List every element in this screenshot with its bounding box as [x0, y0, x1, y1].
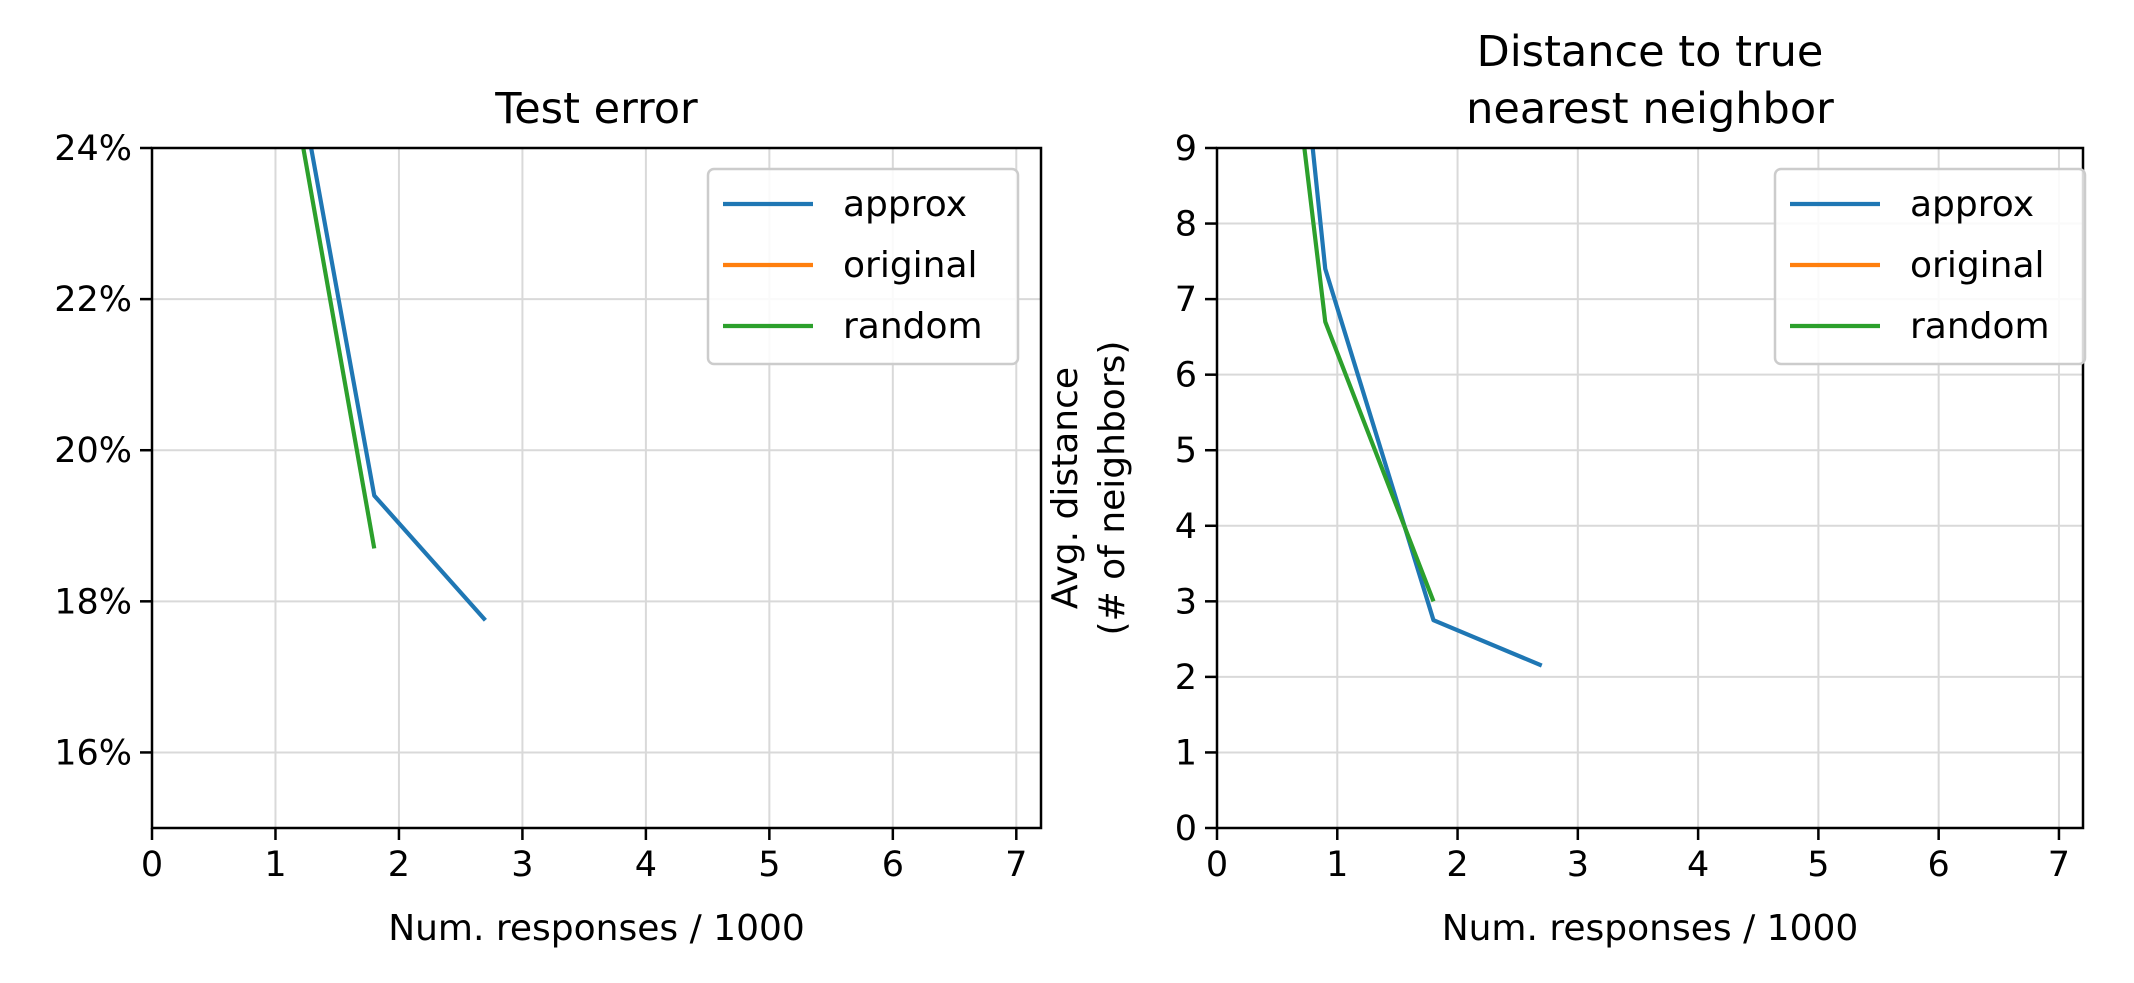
- x-tick-label: 7: [2048, 845, 2070, 885]
- y-tick-label: 0: [1175, 809, 1197, 849]
- y-tick-label: 24%: [54, 129, 132, 169]
- x-tick-label: 6: [882, 845, 904, 885]
- chart-title: Test error: [494, 84, 698, 134]
- chart-title: Distance to true: [1477, 27, 1824, 77]
- legend-box: [1773, 167, 2087, 366]
- legend-label-approx: approx: [1910, 184, 2034, 225]
- legend-label-random: random: [843, 306, 983, 347]
- chart-title: nearest neighbor: [1466, 84, 1834, 134]
- plot-frame: [150, 146, 1043, 830]
- legend-label-original: original: [1910, 245, 2045, 286]
- x-tick-label: 3: [511, 845, 533, 885]
- y-tick-label: 18%: [54, 582, 132, 622]
- x-tick-label: 0: [141, 845, 163, 885]
- legend-label-original: original: [843, 245, 978, 286]
- series-group: [1302, 148, 1543, 668]
- y-tick-label: 6: [1175, 356, 1197, 396]
- y-tick-label: 9: [1175, 129, 1197, 169]
- x-tick-label: 5: [758, 845, 780, 885]
- legend-box: [706, 167, 1020, 366]
- y-axis-label: Avg. distance: [1045, 367, 1086, 609]
- y-tick-label: 1: [1175, 733, 1197, 773]
- y-tick-label: 3: [1175, 582, 1197, 622]
- x-tick-label: 2: [388, 845, 410, 885]
- y-axis-label: (# of neighbors): [1092, 341, 1133, 636]
- x-axis-label: Num. responses / 1000: [388, 908, 805, 949]
- x-tick-label: 0: [1206, 845, 1228, 885]
- series-line-approx: [309, 148, 487, 622]
- x-axis-label: Num. responses / 1000: [1442, 908, 1859, 949]
- x-tick-label: 6: [1928, 845, 1950, 885]
- plot-frame: [1215, 146, 2085, 830]
- x-tick-label: 4: [1687, 845, 1709, 885]
- y-tick-label: 8: [1175, 205, 1197, 245]
- x-tick-label: 3: [1567, 845, 1589, 885]
- y-tick-label: 22%: [54, 280, 132, 320]
- legend-label-random: random: [1910, 306, 2050, 347]
- x-tick-label: 1: [1326, 845, 1348, 885]
- x-tick-label: 1: [264, 845, 286, 885]
- y-tick-label: 5: [1175, 431, 1197, 471]
- x-tick-label: 4: [635, 845, 657, 885]
- chart-distance-to-nearest-neighbor: 0 1 2 3 4 5 6 7 0 1 2 3 4 5 6 7 8 9 Distance to true neares…: [1045, 27, 2087, 949]
- series-line-random: [301, 148, 377, 549]
- chart-test-error: 0 1 2 3 4 5 6 7 16% 18% 20% 22% 24% Test error Num. re…: [54, 84, 1043, 949]
- y-tick-label: 2: [1175, 658, 1197, 698]
- legend: approx original random: [1773, 167, 2087, 366]
- x-tick-label: 7: [1005, 845, 1027, 885]
- y-tick-label: 16%: [54, 733, 132, 773]
- x-tick-label: 2: [1446, 845, 1468, 885]
- legend-label-approx: approx: [843, 184, 967, 225]
- y-tick-label: 7: [1175, 280, 1197, 320]
- y-tick-label: 4: [1175, 507, 1197, 547]
- series-line-random: [1302, 148, 1436, 603]
- x-tick-label: 5: [1807, 845, 1829, 885]
- series-line-approx: [1310, 148, 1543, 668]
- series-group: [301, 148, 487, 622]
- y-tick-label: 20%: [54, 431, 132, 471]
- legend: approx original random: [706, 167, 1020, 366]
